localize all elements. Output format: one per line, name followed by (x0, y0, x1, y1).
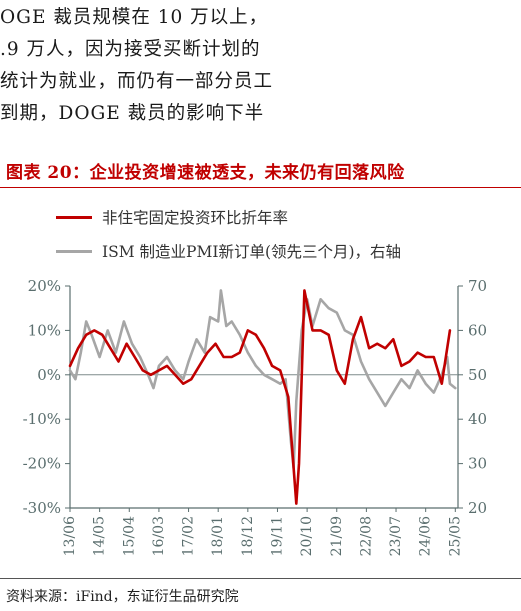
legend-swatch-series-2 (56, 249, 92, 253)
x-tick-label: 20/10 (299, 516, 315, 556)
x-tick-label: 22/08 (358, 516, 374, 556)
x-tick-label: 21/09 (329, 516, 345, 556)
chart-title: 图表 20：企业投资增速被透支，未来仍有回落风险 (6, 163, 405, 183)
series-line-2 (68, 289, 457, 470)
x-tick-label: 25/05 (447, 516, 463, 556)
x-tick-label: 13/06 (62, 516, 78, 556)
legend-label-series-2: ISM 制造业PMI新订单(领先三个月)，右轴 (102, 243, 402, 261)
y-right-tick-label: 60 (468, 321, 487, 339)
y-right-tick-label: 70 (468, 277, 487, 295)
y-right-tick-label: 40 (468, 410, 487, 428)
title-rule (0, 187, 521, 188)
y-left-tick-label: -30% (23, 499, 61, 517)
y-right-tick-label: 50 (468, 366, 487, 384)
y-left-tick-label: 10% (28, 321, 61, 339)
y-left-tick-label: -20% (23, 455, 61, 473)
paragraph-line-3: 统计为就业，而仍有一部分员工 (0, 71, 274, 92)
paragraph-line-4: 到期，DOGE 裁员的影响下半 (0, 103, 265, 124)
source-note: 资料来源：iFind，东证衍生品研究院 (6, 589, 239, 605)
x-tick-label: 18/01 (210, 516, 226, 556)
x-tick-label: 15/04 (121, 516, 137, 556)
x-tick-label: 14/05 (92, 516, 108, 556)
x-tick-label: 18/12 (240, 516, 256, 556)
series-line-1 (68, 289, 452, 505)
x-tick-label: 16/03 (151, 516, 167, 556)
legend-label-series-1: 非住宅固定投资环比折年率 (102, 209, 289, 227)
intro-paragraph: OGE 裁员规模在 10 万以上， .9 万人，因为接受买断计划的 统计为就业，… (0, 2, 521, 130)
chart-legend: 非住宅固定投资环比折年率 ISM 制造业PMI新订单(领先三个月)，右轴 (56, 200, 401, 268)
legend-item-series-1: 非住宅固定投资环比折年率 (56, 200, 401, 234)
x-tick-label: 24/06 (418, 516, 434, 556)
legend-item-series-2: ISM 制造业PMI新订单(领先三个月)，右轴 (56, 234, 401, 268)
paragraph-line-2: .9 万人，因为接受买断计划的 (0, 39, 261, 60)
x-tick-label: 23/07 (388, 516, 404, 556)
line-chart: 20% 10% 0% -10% -20% -30% 70 60 50 40 30 20 13/06 14/… (23, 277, 488, 556)
y-right-tick-label: 20 (468, 499, 487, 517)
source-rule (0, 578, 521, 579)
y-right-tick-label: 30 (468, 455, 487, 473)
paragraph-line-1: OGE 裁员规模在 10 万以上， (0, 7, 269, 28)
x-tick-label: 17/02 (181, 516, 197, 556)
y-left-tick-label: 20% (28, 277, 61, 295)
y-left-tick-label: 0% (37, 366, 61, 384)
y-left-tick-label: -10% (23, 410, 61, 428)
legend-swatch-series-1 (56, 215, 92, 219)
x-tick-label: 19/11 (269, 516, 285, 556)
